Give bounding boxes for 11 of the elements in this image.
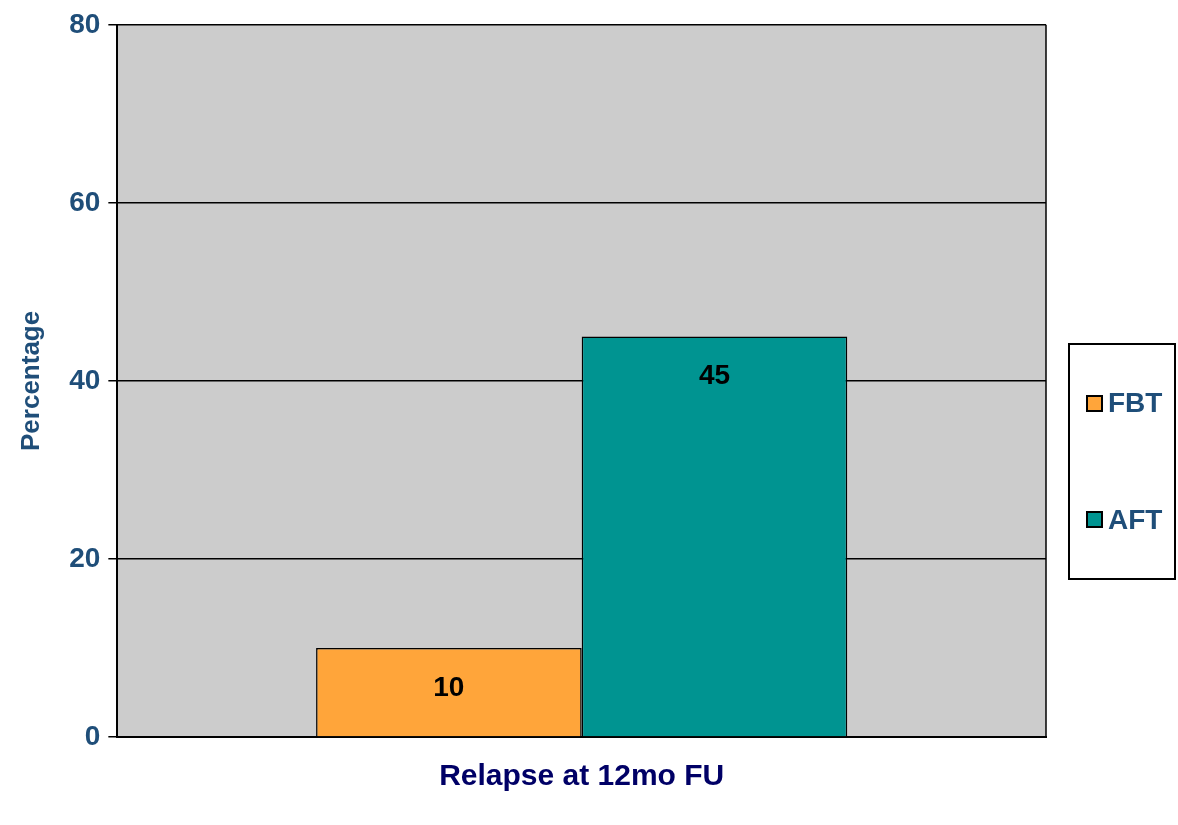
- data-label: 45: [698, 359, 731, 391]
- x-tick-label: Relapse at 12mo FU: [439, 758, 725, 792]
- y-tick-label: 80: [69, 7, 101, 39]
- data-label: 10: [433, 670, 465, 702]
- y-tick-label: 60: [69, 185, 101, 217]
- legend-label: FBT: [1108, 387, 1163, 420]
- y-tick-label: 0: [84, 719, 101, 751]
- y-tick-label: 40: [69, 363, 101, 395]
- y-axis-title: Percentage: [14, 310, 45, 451]
- y-tick-label: 20: [69, 541, 101, 573]
- legend-label: AFT: [1108, 503, 1163, 536]
